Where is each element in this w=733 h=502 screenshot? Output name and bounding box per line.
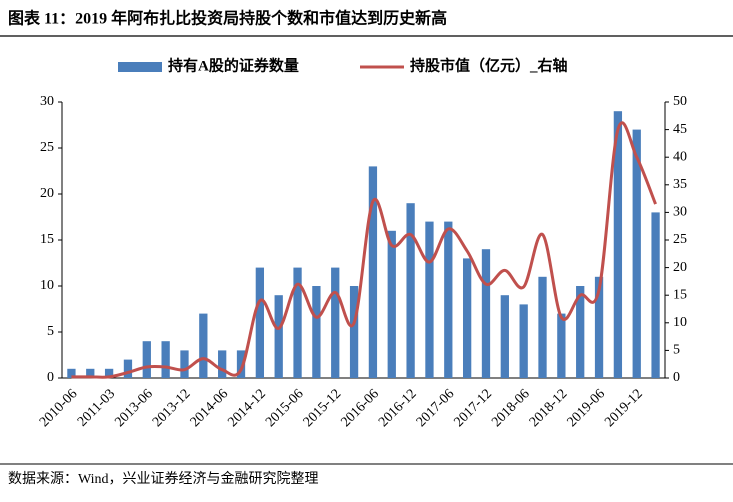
y2-tick-label: 35 xyxy=(673,177,687,192)
bar xyxy=(104,368,114,378)
y-tick-label: 0 xyxy=(47,370,54,385)
y-tick-label: 30 xyxy=(40,94,54,109)
bar xyxy=(255,267,265,378)
bar xyxy=(538,276,547,378)
bar xyxy=(500,295,509,378)
bar xyxy=(86,368,95,378)
y-tick-label: 20 xyxy=(40,186,54,201)
y-tick-label: 15 xyxy=(40,232,54,247)
bar xyxy=(594,276,604,378)
y2-tick-label: 25 xyxy=(673,232,687,247)
x-tick-label: 2018-12 xyxy=(527,386,571,430)
x-tick-label: 2013-12 xyxy=(150,386,194,430)
y-tick-label: 10 xyxy=(40,278,54,293)
y2-tick-label: 50 xyxy=(673,94,687,109)
x-tick-label: 2011-03 xyxy=(75,386,118,429)
bar xyxy=(387,230,396,378)
x-tick-label: 2015-06 xyxy=(263,386,307,430)
x-tick-label: 2019-12 xyxy=(602,386,646,430)
bar xyxy=(481,249,491,378)
bar xyxy=(444,221,453,378)
bar xyxy=(199,313,208,378)
bar xyxy=(519,304,528,378)
bar xyxy=(462,258,472,378)
bar xyxy=(632,129,641,378)
y2-tick-label: 20 xyxy=(673,260,687,275)
source: 数据来源：Wind，兴业证券经济与金融研究院整理 xyxy=(8,471,319,487)
y2-tick-label: 0 xyxy=(673,370,680,385)
x-tick-label: 2019-06 xyxy=(565,386,609,430)
x-tick-label: 2013-06 xyxy=(112,386,156,430)
bar xyxy=(293,267,302,378)
y2-tick-label: 40 xyxy=(673,149,687,164)
y2-tick-label: 5 xyxy=(673,343,680,358)
x-tick-label: 2016-12 xyxy=(376,386,420,430)
bar xyxy=(180,350,189,378)
x-tick-label: 2014-12 xyxy=(225,386,269,430)
line xyxy=(71,121,657,379)
y2-tick-label: 45 xyxy=(673,122,687,137)
bar xyxy=(651,212,660,378)
x-tick-label: 2017-12 xyxy=(451,386,495,430)
y2-tick-label: 10 xyxy=(673,315,687,330)
y2-tick-label: 30 xyxy=(673,205,687,220)
legend-swatch xyxy=(118,62,162,72)
bar xyxy=(274,295,283,378)
chart-title: 图表 11：2019 年阿布扎比投资局持股个数和市值达到历史新高 xyxy=(8,9,447,28)
y-tick-label: 5 xyxy=(47,324,54,339)
y2-tick-label: 15 xyxy=(673,287,687,302)
x-tick-label: 2017-06 xyxy=(414,386,458,430)
bar xyxy=(331,267,340,378)
bar xyxy=(576,286,585,378)
bar xyxy=(613,111,623,378)
bar xyxy=(218,350,227,378)
x-tick-label: 2010-06 xyxy=(37,386,81,430)
bar xyxy=(557,313,566,378)
x-tick-label: 2014-06 xyxy=(188,386,232,430)
x-tick-label: 2015-12 xyxy=(301,386,345,430)
bar xyxy=(349,286,359,378)
bar xyxy=(406,203,415,378)
bar xyxy=(425,221,434,378)
bar xyxy=(368,166,378,378)
bar xyxy=(236,350,246,378)
bar xyxy=(142,341,151,378)
legend-label: 持有A股的证券数量 xyxy=(168,56,299,74)
legend-label: 持股市值（亿元）_右轴 xyxy=(410,56,568,74)
y-tick-label: 25 xyxy=(40,140,54,155)
bar xyxy=(67,368,76,378)
bar xyxy=(312,286,321,378)
bar xyxy=(161,341,170,378)
x-tick-label: 2018-06 xyxy=(489,386,533,430)
bar xyxy=(123,359,133,378)
x-tick-label: 2016-06 xyxy=(338,386,382,430)
